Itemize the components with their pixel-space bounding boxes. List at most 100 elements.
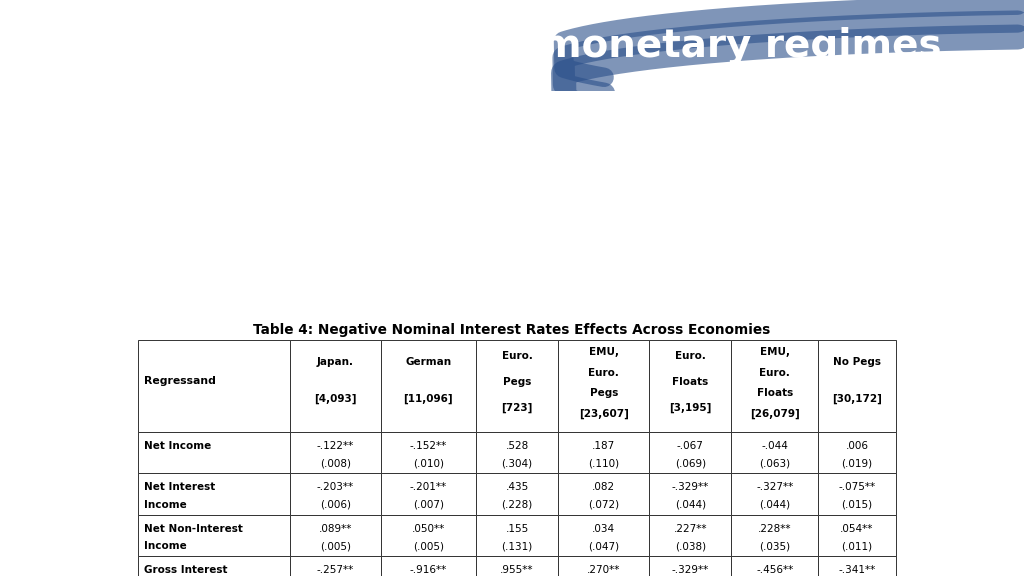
Text: -.044: -.044 [761, 441, 788, 450]
Text: .187: .187 [592, 441, 615, 450]
Bar [138, 473, 290, 515]
Bar [476, 432, 558, 473]
Bar [558, 556, 649, 576]
Text: [26,079]: [26,079] [750, 408, 800, 419]
Text: (.047): (.047) [588, 541, 620, 551]
Bar [731, 556, 818, 576]
Text: (.011): (.011) [842, 541, 872, 551]
Text: -.327**: -.327** [756, 482, 794, 492]
Text: Euro.: Euro. [502, 351, 532, 361]
Text: (.304): (.304) [502, 458, 532, 468]
Bar [476, 556, 558, 576]
Bar [381, 515, 476, 556]
Text: -.067: -.067 [677, 441, 703, 450]
Bar [731, 432, 818, 473]
Text: No Pegs: No Pegs [834, 357, 881, 367]
Text: (.035): (.035) [759, 541, 791, 551]
Bar [731, 473, 818, 515]
Text: Net Income: Net Income [144, 441, 212, 450]
Text: .955**: .955** [501, 565, 534, 575]
Bar [138, 556, 290, 576]
Text: Pegs: Pegs [503, 377, 531, 387]
Text: -.201**: -.201** [410, 482, 446, 492]
Text: (.072): (.072) [588, 499, 620, 510]
Bar [649, 340, 731, 432]
Bar [731, 340, 818, 432]
Text: (.063): (.063) [759, 458, 791, 468]
Text: [23,607]: [23,607] [579, 408, 629, 419]
Text: (.110): (.110) [588, 458, 620, 468]
Bar [138, 515, 290, 556]
Text: -.122**: -.122** [316, 441, 354, 450]
Text: Floats: Floats [672, 377, 709, 387]
Bar [138, 432, 290, 473]
Bar [476, 473, 558, 515]
Text: EMU,: EMU, [760, 347, 790, 357]
Bar [381, 556, 476, 576]
Text: .228**: .228** [758, 524, 792, 533]
Text: (.010): (.010) [413, 458, 443, 468]
Text: [11,096]: [11,096] [403, 393, 454, 404]
Text: (.038): (.038) [675, 541, 706, 551]
Text: .528: .528 [506, 441, 528, 450]
Text: (.015): (.015) [842, 499, 872, 510]
Text: Income: Income [144, 541, 187, 551]
Bar [290, 473, 381, 515]
Text: [3,195]: [3,195] [669, 403, 712, 414]
Text: (.008): (.008) [319, 458, 351, 468]
Text: (.005): (.005) [413, 541, 443, 551]
Bar [649, 432, 731, 473]
Text: Net Non-Interest: Net Non-Interest [144, 524, 244, 533]
Text: .054**: .054** [841, 524, 873, 533]
Text: -.341**: -.341** [839, 565, 876, 575]
Bar [290, 340, 381, 432]
Text: Table 4: Negative Nominal Interest Rates Effects Across Economies: Table 4: Negative Nominal Interest Rates… [253, 323, 771, 337]
Text: (.006): (.006) [319, 499, 351, 510]
Text: (.228): (.228) [502, 499, 532, 510]
Bar [290, 432, 381, 473]
Bar [731, 515, 818, 556]
Text: Japan.: Japan. [316, 357, 353, 367]
Text: -.329**: -.329** [672, 482, 709, 492]
Text: (.007): (.007) [413, 499, 443, 510]
Text: -.203**: -.203** [316, 482, 354, 492]
Text: -.257**: -.257** [316, 565, 354, 575]
Text: .050**: .050** [412, 524, 445, 533]
Bar [476, 340, 558, 432]
Bar [290, 556, 381, 576]
Text: .155: .155 [506, 524, 528, 533]
Bar [290, 515, 381, 556]
Text: -.152**: -.152** [410, 441, 447, 450]
Text: .006: .006 [846, 441, 868, 450]
Text: [30,172]: [30,172] [833, 393, 882, 404]
Bar [381, 340, 476, 432]
Text: Euro.: Euro. [760, 367, 791, 378]
Bar [649, 515, 731, 556]
Text: .227**: .227** [674, 524, 708, 533]
Bar [649, 556, 731, 576]
Bar [818, 432, 896, 473]
Text: Euro.: Euro. [675, 351, 706, 361]
Bar [476, 515, 558, 556]
Text: Euro.: Euro. [588, 367, 620, 378]
Text: Gross Interest: Gross Interest [144, 565, 228, 575]
Text: German: German [406, 357, 452, 367]
Text: Floats: Floats [757, 388, 793, 398]
Bar [649, 473, 731, 515]
Text: [4,093]: [4,093] [314, 393, 356, 404]
Text: (.044): (.044) [675, 499, 706, 510]
Text: Net Interest: Net Interest [144, 482, 216, 492]
Bar [818, 515, 896, 556]
Bar [818, 340, 896, 432]
Bar [818, 556, 896, 576]
Text: Results for different monetary regimes: Results for different monetary regimes [83, 26, 941, 65]
Bar [558, 515, 649, 556]
Bar [558, 432, 649, 473]
Text: (.044): (.044) [759, 499, 791, 510]
Text: .034: .034 [592, 524, 615, 533]
Text: (.005): (.005) [319, 541, 351, 551]
Text: -.075**: -.075** [839, 482, 876, 492]
Text: .270**: .270** [587, 565, 621, 575]
Text: -.456**: -.456** [756, 565, 794, 575]
Text: Regressand: Regressand [144, 376, 216, 386]
